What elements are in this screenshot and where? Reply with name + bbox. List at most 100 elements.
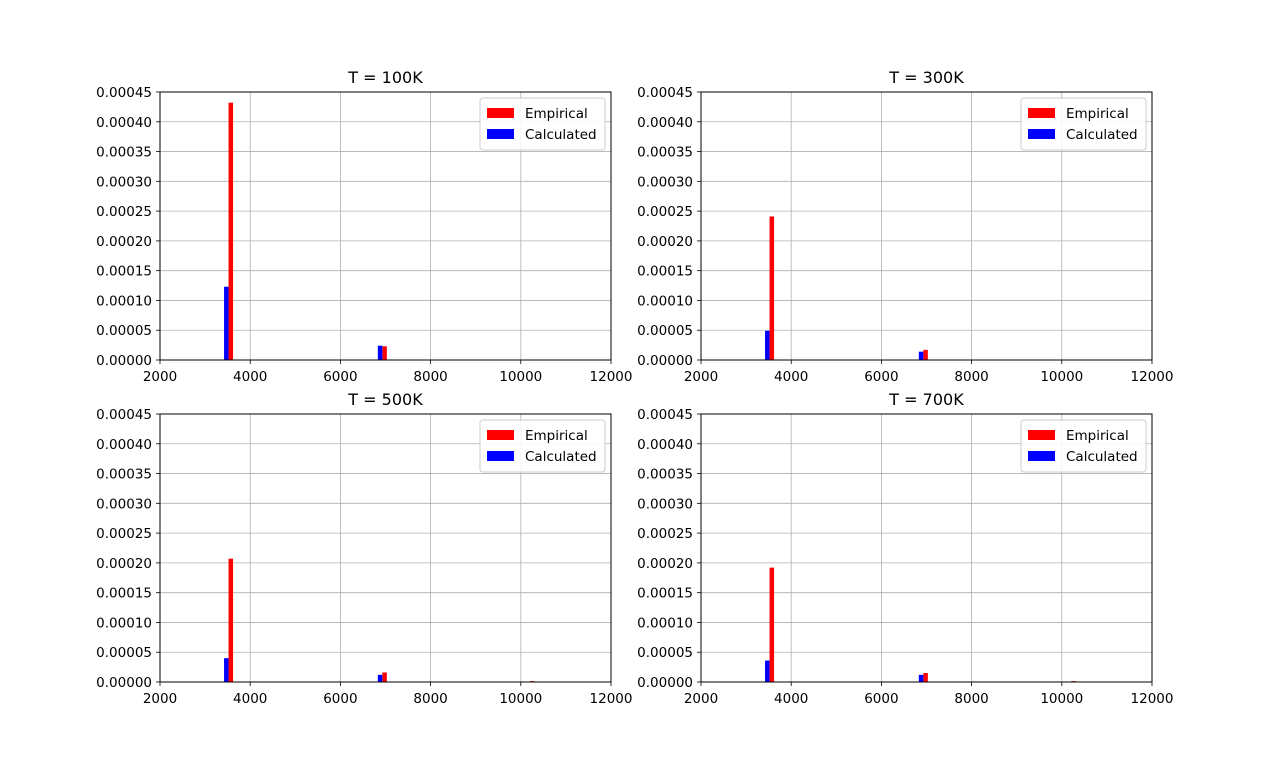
subplot-1: 2000 4000 6000 8000 10000 12000 0.00000 0.00005… (96, 68, 632, 385)
y-tick-label: 0.00040 (637, 437, 693, 453)
bar-calculated (377, 674, 383, 682)
y-tick-label: 0.00025 (637, 204, 693, 220)
subplot-3: 2000 4000 6000 8000 10000 12000 0.00000 0.00005… (96, 390, 632, 707)
x-tick-label: 10000 (1040, 369, 1083, 385)
x-tick-label: 10000 (499, 691, 542, 707)
subplot-title: T = 500K (347, 390, 423, 409)
legend-swatch-empirical (1028, 108, 1055, 118)
y-tick-label: 0.00020 (96, 234, 152, 250)
y-tick-label: 0.00020 (96, 556, 152, 572)
y-tick-label: 0.00045 (96, 85, 152, 101)
y-tick-label: 0.00035 (96, 467, 152, 483)
bar-calculated (918, 351, 924, 360)
y-tick-label: 0.00010 (637, 293, 693, 309)
y-tick-label: 0.00015 (96, 586, 152, 602)
subplot-title: T = 300K (888, 68, 964, 87)
y-tick-label: 0.00005 (637, 323, 693, 339)
legend-swatch-calculated (487, 129, 514, 139)
x-tick-label: 4000 (774, 369, 808, 385)
legend: Empirical Calculated (1020, 419, 1147, 473)
y-tick-label: 0.00025 (637, 526, 693, 542)
legend-label-empirical: Empirical (525, 428, 588, 444)
x-tick-label: 12000 (590, 691, 633, 707)
legend-swatch-calculated (487, 451, 514, 461)
y-tick-label: 0.00010 (637, 615, 693, 631)
bar-calculated (918, 674, 924, 682)
legend-label-calculated: Calculated (525, 127, 597, 143)
x-tick-label: 2000 (684, 369, 718, 385)
y-tick-label: 0.00040 (96, 437, 152, 453)
x-tick-label: 8000 (954, 369, 988, 385)
x-tick-label: 12000 (1131, 691, 1174, 707)
x-tick-label: 10000 (499, 369, 542, 385)
y-tick-label: 0.00000 (637, 353, 693, 369)
y-tick-label: 0.00035 (637, 145, 693, 161)
subplot-2: 2000 4000 6000 8000 10000 12000 0.00000 0.00005… (637, 68, 1173, 385)
bar-calculated (224, 286, 229, 360)
bar-empirical (769, 216, 775, 360)
legend-swatch-calculated (1028, 451, 1055, 461)
axes-frame (159, 91, 612, 361)
y-tick-label: 0.00015 (637, 586, 693, 602)
bar-empirical (228, 558, 234, 682)
y-tick-label: 0.00030 (96, 496, 152, 512)
x-tick-label: 2000 (684, 691, 718, 707)
x-tick-label: 8000 (413, 691, 447, 707)
bar-calculated (224, 658, 229, 682)
legend-label-calculated: Calculated (525, 449, 597, 465)
bar-empirical (923, 673, 928, 682)
x-tick-label: 12000 (1131, 369, 1174, 385)
y-tick-label: 0.00005 (96, 323, 152, 339)
legend-swatch-empirical (487, 108, 514, 118)
y-tick-label: 0.00010 (96, 615, 152, 631)
legend: Empirical Calculated (1020, 97, 1147, 151)
x-tick-label: 4000 (774, 691, 808, 707)
y-tick-label: 0.00035 (96, 145, 152, 161)
y-tick-label: 0.00025 (96, 526, 152, 542)
bar-empirical (769, 567, 775, 682)
y-tick-label: 0.00020 (637, 234, 693, 250)
y-tick-label: 0.00005 (96, 645, 152, 661)
y-tick-label: 0.00040 (637, 115, 693, 131)
x-tick-label: 10000 (1040, 691, 1083, 707)
bar-empirical (382, 346, 387, 360)
bar-calculated (765, 660, 770, 682)
y-tick-label: 0.00000 (96, 353, 152, 369)
bar-empirical (923, 349, 928, 360)
bar-calculated (765, 330, 770, 360)
legend-label-calculated: Calculated (1066, 127, 1138, 143)
y-tick-label: 0.00045 (96, 407, 152, 423)
y-tick-label: 0.00015 (637, 264, 693, 280)
y-tick-label: 0.00020 (637, 556, 693, 572)
y-tick-label: 0.00030 (637, 496, 693, 512)
legend: Empirical Calculated (479, 97, 606, 151)
x-tick-label: 6000 (864, 691, 898, 707)
x-tick-label: 4000 (233, 691, 267, 707)
axes-frame (159, 413, 612, 683)
x-tick-label: 8000 (413, 369, 447, 385)
x-tick-label: 6000 (864, 369, 898, 385)
x-tick-label: 4000 (233, 369, 267, 385)
y-tick-label: 0.00030 (637, 174, 693, 190)
legend-label-calculated: Calculated (1066, 449, 1138, 465)
x-tick-label: 6000 (323, 691, 357, 707)
legend-label-empirical: Empirical (525, 106, 588, 122)
legend-swatch-calculated (1028, 129, 1055, 139)
y-tick-label: 0.00015 (96, 264, 152, 280)
subplot-title: T = 100K (347, 68, 423, 87)
y-tick-label: 0.00025 (96, 204, 152, 220)
x-tick-label: 12000 (590, 369, 633, 385)
legend: Empirical Calculated (479, 419, 606, 473)
legend-swatch-empirical (1028, 430, 1055, 440)
y-tick-label: 0.00000 (637, 675, 693, 691)
y-tick-label: 0.00045 (637, 407, 693, 423)
x-tick-label: 2000 (143, 369, 177, 385)
axes-frame (700, 413, 1153, 683)
y-tick-label: 0.00040 (96, 115, 152, 131)
axes-frame (700, 91, 1153, 361)
y-tick-label: 0.00010 (96, 293, 152, 309)
legend-label-empirical: Empirical (1066, 428, 1129, 444)
y-tick-label: 0.00005 (637, 645, 693, 661)
legend-swatch-empirical (487, 430, 514, 440)
